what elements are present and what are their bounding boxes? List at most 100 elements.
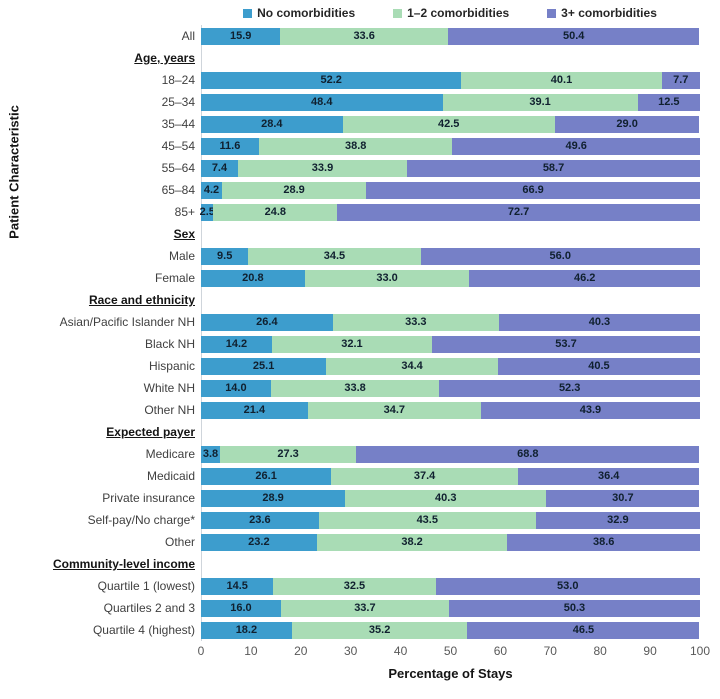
bar-track: 14.0 33.8 52.3: [201, 379, 701, 397]
bar-segment: 56.0: [420, 247, 700, 265]
bar-value-label: 32.9: [607, 514, 629, 526]
bar-track: [201, 50, 700, 67]
legend-item: No comorbidities: [243, 6, 355, 20]
x-axis-ticks: 0 10 20 30 40 50 60 70 80 90 100: [198, 644, 710, 660]
bar-value-label: 24.8: [264, 206, 287, 218]
bar-segment: 40.3: [345, 489, 547, 507]
bar-value-label: 43.5: [416, 514, 438, 526]
bar-segment: 27.3: [219, 445, 357, 463]
bar-segment: 32.1: [271, 335, 433, 353]
bar-segment: 33.7: [280, 599, 449, 617]
row-label: Medicaid: [146, 468, 195, 483]
bar-segment: 9.5: [201, 247, 249, 265]
x-tick-label: 70: [543, 644, 557, 658]
bar-segment: 50.3: [448, 599, 700, 617]
bar-segment: 38.6: [507, 533, 700, 551]
bar-segment: 40.5: [497, 357, 700, 375]
bar-track: 21.4 34.7 43.9: [201, 401, 700, 419]
bar-row: Asian/Pacific Islander NH 26.4 33.3 40.3: [0, 311, 720, 333]
bar-value-label: 34.5: [323, 250, 346, 262]
bar-segment: 18.2: [201, 621, 292, 639]
section-header: Age, years: [134, 50, 195, 65]
section-row: Age, years: [0, 47, 720, 69]
bar-row: White NH 14.0 33.8 52.3: [0, 377, 720, 399]
bar-segment: 53.7: [432, 335, 700, 353]
legend-label: 1–2 comorbidities: [407, 6, 510, 20]
row-label: 85+: [174, 204, 195, 219]
bar-track: 9.5 34.5 56.0: [201, 247, 700, 265]
bar-row: Private insurance 28.9 40.3 30.7: [0, 487, 720, 509]
bar-segment: 68.8: [356, 445, 700, 463]
bar-segment: 14.0: [201, 379, 271, 397]
bar-value-label: 40.1: [550, 74, 573, 86]
bar-value-label: 27.3: [277, 448, 299, 460]
bar-value-label: 28.9: [262, 492, 284, 504]
bar-segment: 14.5: [201, 577, 274, 595]
bar-segment: 42.5: [342, 115, 555, 133]
bar-segment: 16.0: [201, 599, 281, 617]
bar-value-label: 38.6: [592, 536, 615, 548]
bar-value-label: 34.7: [383, 404, 406, 416]
bar-row: Medicaid 26.1 37.4 36.4: [0, 465, 720, 487]
bar-track: 18.2 35.2 46.5: [201, 621, 700, 639]
bar-segment: 34.7: [307, 401, 481, 419]
bar-value-label: 23.2: [248, 536, 270, 548]
y-axis-line: [201, 25, 202, 641]
bar-segment: 26.1: [201, 467, 332, 485]
bar-value-label: 7.7: [673, 74, 689, 86]
bar-segment: 32.9: [535, 511, 700, 529]
bar-value-label: 12.5: [658, 96, 680, 108]
legend-swatch-icon: [243, 8, 253, 18]
bar-segment: 43.9: [480, 401, 700, 419]
row-label: Quartile 1 (lowest): [97, 578, 195, 593]
row-label: 55–64: [161, 160, 195, 175]
bar-track: 25.1 34.4 40.5: [201, 357, 700, 375]
bar-value-label: 52.3: [558, 382, 581, 394]
bar-row: Medicare 3.8 27.3 68.8: [0, 443, 720, 465]
bar-value-label: 28.9: [283, 184, 305, 196]
bar-value-label: 30.7: [612, 492, 634, 504]
bar-value-label: 43.9: [579, 404, 602, 416]
bar-value-label: 53.7: [555, 338, 577, 350]
bar-value-label: 18.2: [235, 624, 258, 636]
bar-value-label: 33.9: [311, 162, 334, 174]
bar-value-label: 49.6: [565, 140, 587, 152]
bar-row: 65–84 4.2 28.9 66.9: [0, 179, 720, 201]
bar-segment: 33.9: [237, 159, 408, 177]
row-label: Female: [154, 270, 195, 285]
bar-value-label: 38.2: [401, 536, 423, 548]
bar-value-label: 29.0: [616, 118, 638, 130]
bar-value-label: 33.0: [376, 272, 398, 284]
bar-segment: 33.6: [280, 27, 448, 45]
bar-track: [201, 226, 700, 243]
bar-value-label: 14.5: [226, 580, 248, 592]
bar-segment: 39.1: [442, 93, 638, 111]
bar-row: 18–24 52.2 40.1 7.7: [0, 69, 720, 91]
bar-segment: 12.5: [637, 93, 700, 111]
bar-segment: 25.1: [201, 357, 327, 375]
bar-row: All 15.9 33.6 50.4: [0, 25, 720, 47]
bar-track: 23.6 43.5 32.9: [201, 511, 700, 529]
bar-value-label: 35.2: [368, 624, 391, 636]
chart-legend: No comorbidities 1–2 comorbidities 3+ como…: [200, 0, 700, 20]
row-label: Male: [168, 248, 195, 263]
bar-track: 26.4 33.3 40.3: [201, 313, 700, 331]
bar-segment: 14.2: [201, 335, 272, 353]
bar-value-label: 16.0: [230, 602, 252, 614]
row-label: White NH: [143, 380, 195, 395]
section-row: Community-level income: [0, 553, 720, 575]
row-label: Asian/Pacific Islander NH: [59, 314, 195, 329]
row-label: Quartiles 2 and 3: [103, 600, 195, 615]
bar-segment: 33.3: [332, 313, 499, 331]
bar-track: 11.6 38.8 49.6: [201, 137, 700, 155]
row-label: Hispanic: [148, 358, 195, 373]
bar-track: 14.5 32.5 53.0: [201, 577, 700, 595]
bar-value-label: 26.1: [255, 470, 277, 482]
bar-value-label: 20.8: [242, 272, 264, 284]
row-label: Medicare: [145, 446, 195, 461]
bar-track: 2.5 24.8 72.7: [200, 203, 700, 221]
bar-segment: 53.0: [435, 577, 700, 595]
bar-value-label: 15.9: [229, 30, 252, 42]
bar-value-label: 33.8: [344, 382, 366, 394]
bar-segment: 33.0: [304, 269, 470, 287]
